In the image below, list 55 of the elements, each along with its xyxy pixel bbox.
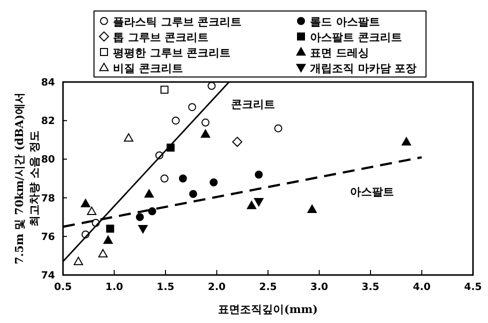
y-tick-label: 78 [41,193,56,204]
y-tick-label: 82 [41,116,56,128]
legend-label: 비질 콘크리트 [113,62,183,75]
point [87,206,96,215]
x-tick-label: 2.0 [208,282,226,293]
y-tick-label: 76 [41,232,56,243]
point [274,124,282,132]
x-tick-label: 3.5 [362,282,380,293]
point [307,204,317,214]
x-tick-label: 4.0 [412,282,431,293]
series-label: 아스팔트 [350,185,394,198]
point [148,207,156,216]
point [172,116,180,125]
point [160,174,168,182]
legend-label: 표면 드레싱 [310,46,369,60]
point [98,249,108,258]
point [254,198,264,206]
point [210,178,218,186]
x-tick-label: 0.5 [54,282,72,293]
x-axis-title: 표면조직깊이(mm) [218,303,318,316]
x-tick-label: 2.5 [259,282,277,293]
legend-label: 평평한 그루브 콘크리트 [113,46,231,60]
point [144,189,154,198]
legend-label: 플라스틱 그루브 콘크리트 [113,16,242,28]
point [254,170,263,179]
y-axis-title: 7.5m 및 70km/시간 (dBA)에서 최고차량 소음 정도 [13,92,41,264]
point [246,200,256,210]
point [232,136,242,147]
point [188,103,196,112]
point [189,190,198,198]
y-tick-label: 84 [41,78,56,88]
x-tick-label: 3.0 [310,282,328,293]
legend-label: 롤드 아스팔트 [310,16,380,28]
point [80,198,90,208]
x-tick-label: 1.5 [156,282,174,293]
point [201,118,210,127]
legend-label: 개립조직 마카담 포장 [310,62,417,75]
point [402,137,412,146]
x-tick-label: 4.5 [464,282,482,293]
point [200,129,210,138]
point [208,82,216,90]
y-tick-label: 74 [41,270,56,282]
point [178,174,187,182]
series-label: 콘크리트 [231,98,276,111]
y-tick-label: 80 [41,154,56,166]
point [74,256,84,266]
point [106,224,114,233]
point [160,86,168,94]
point [136,213,144,222]
point [103,236,113,244]
legend-label: 톱 그루브 콘크리트 [113,31,209,44]
point [138,225,148,234]
x-tick-label: 1.0 [105,282,124,293]
point [124,133,134,142]
legend-label: 아스팔트 콘크리트 [310,31,402,44]
